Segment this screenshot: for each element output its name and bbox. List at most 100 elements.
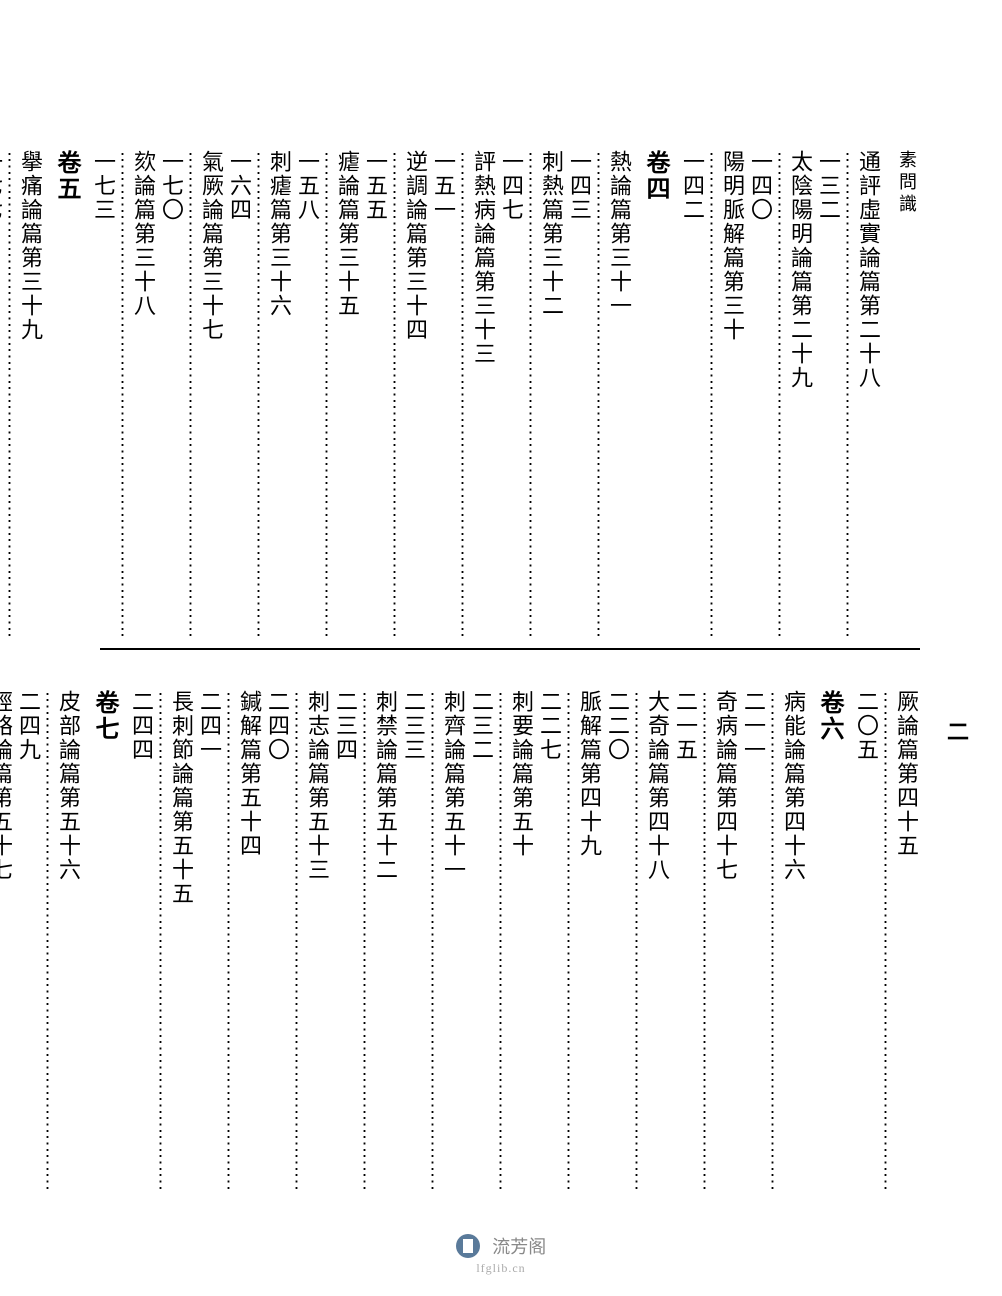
- entry-title: 擧痛論篇第三十九: [19, 150, 41, 640]
- entry-title: 厥論篇第四十五: [895, 690, 917, 1190]
- toc-entry: 長刺節論篇第五十五⋮⋮⋮⋮⋮⋮⋮⋮⋮⋮⋮⋮⋮⋮⋮⋮⋮⋮⋮⋮⋮⋮⋮⋮⋮⋮⋮⋮⋮⋮⋮…: [130, 690, 192, 1190]
- entry-title: 刺志論篇第五十三: [306, 690, 328, 1190]
- entry-title: 刺瘧篇第三十六: [268, 150, 290, 640]
- toc-entry: 脈解篇第四十九⋮⋮⋮⋮⋮⋮⋮⋮⋮⋮⋮⋮⋮⋮⋮⋮⋮⋮⋮⋮⋮⋮⋮⋮⋮⋮⋮⋮⋮⋮⋮⋮⋮…: [538, 690, 600, 1190]
- entry-page: 一五一: [432, 150, 454, 640]
- entry-page: 二〇五: [855, 690, 877, 1190]
- entry-title: 奇病論篇第四十七: [714, 690, 736, 1190]
- site-name: 流芳阁: [492, 1237, 546, 1257]
- toc-entry: 厥論篇第四十五⋮⋮⋮⋮⋮⋮⋮⋮⋮⋮⋮⋮⋮⋮⋮⋮⋮⋮⋮⋮⋮⋮⋮⋮⋮⋮⋮⋮⋮⋮⋮⋮⋮…: [855, 690, 917, 1190]
- entry-page: 一四二: [681, 150, 703, 640]
- leader-dots: ⋮⋮⋮⋮⋮⋮⋮⋮⋮⋮⋮⋮⋮⋮⋮⋮⋮⋮⋮⋮⋮⋮⋮⋮⋮⋮⋮⋮⋮⋮⋮⋮⋮⋮⋮⋮⋮⋮⋮⋮: [424, 690, 442, 1190]
- entry-title: 病能論篇第四十六: [782, 690, 804, 1190]
- toc-entry: 刺熱篇第三十二⋮⋮⋮⋮⋮⋮⋮⋮⋮⋮⋮⋮⋮⋮⋮⋮⋮⋮⋮⋮⋮⋮⋮⋮⋮⋮⋮⋮⋮⋮⋮⋮⋮…: [500, 150, 562, 640]
- entry-title: 瘧論篇第三十五: [336, 150, 358, 640]
- entry-page: 一三二: [817, 150, 839, 640]
- entry-title: 欬論篇第三十八: [132, 150, 154, 640]
- entry-title: 通評虛實論篇第二十八: [857, 150, 879, 640]
- entry-page: 一四三: [568, 150, 590, 640]
- leader-dots: ⋮⋮⋮⋮⋮⋮⋮⋮⋮⋮⋮⋮⋮⋮⋮⋮⋮⋮⋮⋮⋮⋮⋮⋮⋮⋮⋮⋮⋮⋮⋮⋮⋮⋮⋮⋮⋮⋮⋮⋮: [492, 690, 510, 1190]
- toc-entry: 皮部論篇第五十六⋮⋮⋮⋮⋮⋮⋮⋮⋮⋮⋮⋮⋮⋮⋮⋮⋮⋮⋮⋮⋮⋮⋮⋮⋮⋮⋮⋮⋮⋮⋮⋮…: [17, 690, 79, 1190]
- entry-title: 皮部論篇第五十六: [57, 690, 79, 1190]
- toc-entry: 逆調論篇第三十四⋮⋮⋮⋮⋮⋮⋮⋮⋮⋮⋮⋮⋮⋮⋮⋮⋮⋮⋮⋮⋮⋮⋮⋮⋮⋮⋮⋮⋮⋮⋮⋮…: [364, 150, 426, 640]
- volume-header: 卷七: [87, 690, 122, 790]
- volume-header: 卷六: [812, 690, 847, 790]
- leader-dots: ⋮⋮⋮⋮⋮⋮⋮⋮⋮⋮⋮⋮⋮⋮⋮⋮⋮⋮⋮⋮⋮⋮⋮⋮⋮⋮⋮⋮⋮⋮⋮⋮⋮⋮⋮⋮⋮⋮⋮⋮: [839, 150, 857, 640]
- entry-title: 評熱病論篇第三十三: [472, 150, 494, 640]
- entry-page: 二三四: [334, 690, 356, 1190]
- leader-dots: ⋮⋮⋮⋮⋮⋮⋮⋮⋮⋮⋮⋮⋮⋮⋮⋮⋮⋮⋮⋮⋮⋮⋮⋮⋮⋮⋮⋮⋮⋮⋮⋮⋮⋮⋮⋮⋮⋮⋮⋮: [356, 690, 374, 1190]
- entry-title: 大奇論篇第四十八: [646, 690, 668, 1190]
- book-title: 素問識: [894, 150, 920, 230]
- toc-entry: 陽明脈解篇第三十⋮⋮⋮⋮⋮⋮⋮⋮⋮⋮⋮⋮⋮⋮⋮⋮⋮⋮⋮⋮⋮⋮⋮⋮⋮⋮⋮⋮⋮⋮⋮⋮…: [681, 150, 743, 640]
- entry-title: 逆調論篇第三十四: [404, 150, 426, 640]
- toc-entry: 經絡論篇第五十七⋮⋮⋮⋮⋮⋮⋮⋮⋮⋮⋮⋮⋮⋮⋮⋮⋮⋮⋮⋮⋮⋮⋮⋮⋮⋮⋮⋮⋮⋮⋮⋮…: [0, 690, 11, 1190]
- footer: 流芳阁 lfglib.cn: [0, 1233, 1002, 1276]
- leader-dots: ⋮⋮⋮⋮⋮⋮⋮⋮⋮⋮⋮⋮⋮⋮⋮⋮⋮⋮⋮⋮⋮⋮⋮⋮⋮⋮⋮⋮⋮⋮⋮⋮⋮⋮⋮⋮⋮⋮⋮⋮: [250, 150, 268, 640]
- entry-title: 刺要論篇第五十: [510, 690, 532, 1190]
- leader-dots: ⋮⋮⋮⋮⋮⋮⋮⋮⋮⋮⋮⋮⋮⋮⋮⋮⋮⋮⋮⋮⋮⋮⋮⋮⋮⋮⋮⋮⋮⋮⋮⋮⋮⋮⋮⋮⋮⋮⋮⋮: [703, 150, 721, 640]
- toc-entry: 太陰陽明論篇第二十九⋮⋮⋮⋮⋮⋮⋮⋮⋮⋮⋮⋮⋮⋮⋮⋮⋮⋮⋮⋮⋮⋮⋮⋮⋮⋮⋮⋮⋮⋮…: [749, 150, 811, 640]
- entry-title: 脈解篇第四十九: [578, 690, 600, 1190]
- entry-title: 長刺節論篇第五十五: [170, 690, 192, 1190]
- entry-page: 二四一: [198, 690, 220, 1190]
- toc-entry: 病能論篇第四十六⋮⋮⋮⋮⋮⋮⋮⋮⋮⋮⋮⋮⋮⋮⋮⋮⋮⋮⋮⋮⋮⋮⋮⋮⋮⋮⋮⋮⋮⋮⋮⋮…: [742, 690, 804, 1190]
- upper-toc-block: 素問識通評虛實論篇第二十八⋮⋮⋮⋮⋮⋮⋮⋮⋮⋮⋮⋮⋮⋮⋮⋮⋮⋮⋮⋮⋮⋮⋮⋮⋮⋮⋮…: [100, 150, 920, 650]
- entry-title: 刺禁論篇第五十二: [374, 690, 396, 1190]
- toc-entry: 大奇論篇第四十八⋮⋮⋮⋮⋮⋮⋮⋮⋮⋮⋮⋮⋮⋮⋮⋮⋮⋮⋮⋮⋮⋮⋮⋮⋮⋮⋮⋮⋮⋮⋮⋮…: [606, 690, 668, 1190]
- toc-entry: 刺要論篇第五十⋮⋮⋮⋮⋮⋮⋮⋮⋮⋮⋮⋮⋮⋮⋮⋮⋮⋮⋮⋮⋮⋮⋮⋮⋮⋮⋮⋮⋮⋮⋮⋮⋮…: [470, 690, 532, 1190]
- leader-dots: ⋮⋮⋮⋮⋮⋮⋮⋮⋮⋮⋮⋮⋮⋮⋮⋮⋮⋮⋮⋮⋮⋮⋮⋮⋮⋮⋮⋮⋮⋮⋮⋮⋮⋮⋮⋮⋮⋮⋮⋮: [1, 150, 19, 640]
- leader-dots: ⋮⋮⋮⋮⋮⋮⋮⋮⋮⋮⋮⋮⋮⋮⋮⋮⋮⋮⋮⋮⋮⋮⋮⋮⋮⋮⋮⋮⋮⋮⋮⋮⋮⋮⋮⋮⋮⋮⋮⋮: [114, 150, 132, 640]
- entry-title: 氣厥論篇第三十七: [200, 150, 222, 640]
- entry-page: 二二〇: [606, 690, 628, 1190]
- leader-dots: ⋮⋮⋮⋮⋮⋮⋮⋮⋮⋮⋮⋮⋮⋮⋮⋮⋮⋮⋮⋮⋮⋮⋮⋮⋮⋮⋮⋮⋮⋮⋮⋮⋮⋮⋮⋮⋮⋮⋮⋮: [220, 690, 238, 1190]
- entry-title: 熱論篇第三十一: [608, 150, 630, 640]
- volume-header: 卷五: [49, 150, 84, 250]
- entry-title: 鍼解篇第五十四: [238, 690, 260, 1190]
- leader-dots: ⋮⋮⋮⋮⋮⋮⋮⋮⋮⋮⋮⋮⋮⋮⋮⋮⋮⋮⋮⋮⋮⋮⋮⋮⋮⋮⋮⋮⋮⋮⋮⋮⋮⋮⋮⋮⋮⋮⋮⋮: [696, 690, 714, 1190]
- toc-entry: 氣厥論篇第三十七⋮⋮⋮⋮⋮⋮⋮⋮⋮⋮⋮⋮⋮⋮⋮⋮⋮⋮⋮⋮⋮⋮⋮⋮⋮⋮⋮⋮⋮⋮⋮⋮…: [160, 150, 222, 640]
- entry-page: 二一一: [742, 690, 764, 1190]
- toc-entry: 熱論篇第三十一⋮⋮⋮⋮⋮⋮⋮⋮⋮⋮⋮⋮⋮⋮⋮⋮⋮⋮⋮⋮⋮⋮⋮⋮⋮⋮⋮⋮⋮⋮⋮⋮⋮…: [568, 150, 630, 640]
- toc-entry: 瘧論篇第三十五⋮⋮⋮⋮⋮⋮⋮⋮⋮⋮⋮⋮⋮⋮⋮⋮⋮⋮⋮⋮⋮⋮⋮⋮⋮⋮⋮⋮⋮⋮⋮⋮⋮…: [296, 150, 358, 640]
- entry-page: 一四〇: [749, 150, 771, 640]
- entry-title: 經絡論篇第五十七: [0, 690, 11, 1190]
- leader-dots: ⋮⋮⋮⋮⋮⋮⋮⋮⋮⋮⋮⋮⋮⋮⋮⋮⋮⋮⋮⋮⋮⋮⋮⋮⋮⋮⋮⋮⋮⋮⋮⋮⋮⋮⋮⋮⋮⋮⋮⋮: [318, 150, 336, 640]
- leader-dots: ⋮⋮⋮⋮⋮⋮⋮⋮⋮⋮⋮⋮⋮⋮⋮⋮⋮⋮⋮⋮⋮⋮⋮⋮⋮⋮⋮⋮⋮⋮⋮⋮⋮⋮⋮⋮⋮⋮⋮⋮: [877, 690, 895, 1190]
- toc-entry: 欬論篇第三十八⋮⋮⋮⋮⋮⋮⋮⋮⋮⋮⋮⋮⋮⋮⋮⋮⋮⋮⋮⋮⋮⋮⋮⋮⋮⋮⋮⋮⋮⋮⋮⋮⋮…: [92, 150, 154, 640]
- entry-title: 陽明脈解篇第三十: [721, 150, 743, 640]
- lower-toc-block: 厥論篇第四十五⋮⋮⋮⋮⋮⋮⋮⋮⋮⋮⋮⋮⋮⋮⋮⋮⋮⋮⋮⋮⋮⋮⋮⋮⋮⋮⋮⋮⋮⋮⋮⋮⋮…: [100, 690, 920, 1190]
- entry-title: 刺熱篇第三十二: [540, 150, 562, 640]
- entry-title: 太陰陽明論篇第二十九: [789, 150, 811, 640]
- leader-dots: ⋮⋮⋮⋮⋮⋮⋮⋮⋮⋮⋮⋮⋮⋮⋮⋮⋮⋮⋮⋮⋮⋮⋮⋮⋮⋮⋮⋮⋮⋮⋮⋮⋮⋮⋮⋮⋮⋮⋮⋮: [182, 150, 200, 640]
- site-url: lfglib.cn: [0, 1261, 1002, 1276]
- entry-page: 二三三: [402, 690, 424, 1190]
- leader-dots: ⋮⋮⋮⋮⋮⋮⋮⋮⋮⋮⋮⋮⋮⋮⋮⋮⋮⋮⋮⋮⋮⋮⋮⋮⋮⋮⋮⋮⋮⋮⋮⋮⋮⋮⋮⋮⋮⋮⋮⋮: [628, 690, 646, 1190]
- volume-header: 卷四: [638, 150, 673, 250]
- entry-page: 一七七: [0, 150, 1, 640]
- leader-dots: ⋮⋮⋮⋮⋮⋮⋮⋮⋮⋮⋮⋮⋮⋮⋮⋮⋮⋮⋮⋮⋮⋮⋮⋮⋮⋮⋮⋮⋮⋮⋮⋮⋮⋮⋮⋮⋮⋮⋮⋮: [454, 150, 472, 640]
- toc-entry: 刺志論篇第五十三⋮⋮⋮⋮⋮⋮⋮⋮⋮⋮⋮⋮⋮⋮⋮⋮⋮⋮⋮⋮⋮⋮⋮⋮⋮⋮⋮⋮⋮⋮⋮⋮…: [266, 690, 328, 1190]
- leader-dots: ⋮⋮⋮⋮⋮⋮⋮⋮⋮⋮⋮⋮⋮⋮⋮⋮⋮⋮⋮⋮⋮⋮⋮⋮⋮⋮⋮⋮⋮⋮⋮⋮⋮⋮⋮⋮⋮⋮⋮⋮: [590, 150, 608, 640]
- toc-entry: 通評虛實論篇第二十八⋮⋮⋮⋮⋮⋮⋮⋮⋮⋮⋮⋮⋮⋮⋮⋮⋮⋮⋮⋮⋮⋮⋮⋮⋮⋮⋮⋮⋮⋮…: [817, 150, 879, 640]
- entry-title: 刺齊論篇第五十一: [442, 690, 464, 1190]
- entry-page: 一七三: [92, 150, 114, 640]
- leader-dots: ⋮⋮⋮⋮⋮⋮⋮⋮⋮⋮⋮⋮⋮⋮⋮⋮⋮⋮⋮⋮⋮⋮⋮⋮⋮⋮⋮⋮⋮⋮⋮⋮⋮⋮⋮⋮⋮⋮⋮⋮: [771, 150, 789, 640]
- entry-page: 一五八: [296, 150, 318, 640]
- entry-page: 二三二: [470, 690, 492, 1190]
- leader-dots: ⋮⋮⋮⋮⋮⋮⋮⋮⋮⋮⋮⋮⋮⋮⋮⋮⋮⋮⋮⋮⋮⋮⋮⋮⋮⋮⋮⋮⋮⋮⋮⋮⋮⋮⋮⋮⋮⋮⋮⋮: [560, 690, 578, 1190]
- entry-page: 二四四: [130, 690, 152, 1190]
- entry-page: 一七〇: [160, 150, 182, 640]
- page-number: 二: [940, 720, 972, 742]
- toc-entry: 刺禁論篇第五十二⋮⋮⋮⋮⋮⋮⋮⋮⋮⋮⋮⋮⋮⋮⋮⋮⋮⋮⋮⋮⋮⋮⋮⋮⋮⋮⋮⋮⋮⋮⋮⋮…: [334, 690, 396, 1190]
- toc-entry: 鍼解篇第五十四⋮⋮⋮⋮⋮⋮⋮⋮⋮⋮⋮⋮⋮⋮⋮⋮⋮⋮⋮⋮⋮⋮⋮⋮⋮⋮⋮⋮⋮⋮⋮⋮⋮…: [198, 690, 260, 1190]
- toc-entry: 刺瘧篇第三十六⋮⋮⋮⋮⋮⋮⋮⋮⋮⋮⋮⋮⋮⋮⋮⋮⋮⋮⋮⋮⋮⋮⋮⋮⋮⋮⋮⋮⋮⋮⋮⋮⋮…: [228, 150, 290, 640]
- leader-dots: ⋮⋮⋮⋮⋮⋮⋮⋮⋮⋮⋮⋮⋮⋮⋮⋮⋮⋮⋮⋮⋮⋮⋮⋮⋮⋮⋮⋮⋮⋮⋮⋮⋮⋮⋮⋮⋮⋮⋮⋮: [39, 690, 57, 1190]
- page-content: 素問識通評虛實論篇第二十八⋮⋮⋮⋮⋮⋮⋮⋮⋮⋮⋮⋮⋮⋮⋮⋮⋮⋮⋮⋮⋮⋮⋮⋮⋮⋮⋮…: [100, 150, 920, 1210]
- entry-page: 一五五: [364, 150, 386, 640]
- entry-page: 一四七: [500, 150, 522, 640]
- toc-entry: 刺齊論篇第五十一⋮⋮⋮⋮⋮⋮⋮⋮⋮⋮⋮⋮⋮⋮⋮⋮⋮⋮⋮⋮⋮⋮⋮⋮⋮⋮⋮⋮⋮⋮⋮⋮…: [402, 690, 464, 1190]
- entry-page: 二四九: [17, 690, 39, 1190]
- site-logo-icon: [456, 1234, 480, 1258]
- entry-page: 二一五: [674, 690, 696, 1190]
